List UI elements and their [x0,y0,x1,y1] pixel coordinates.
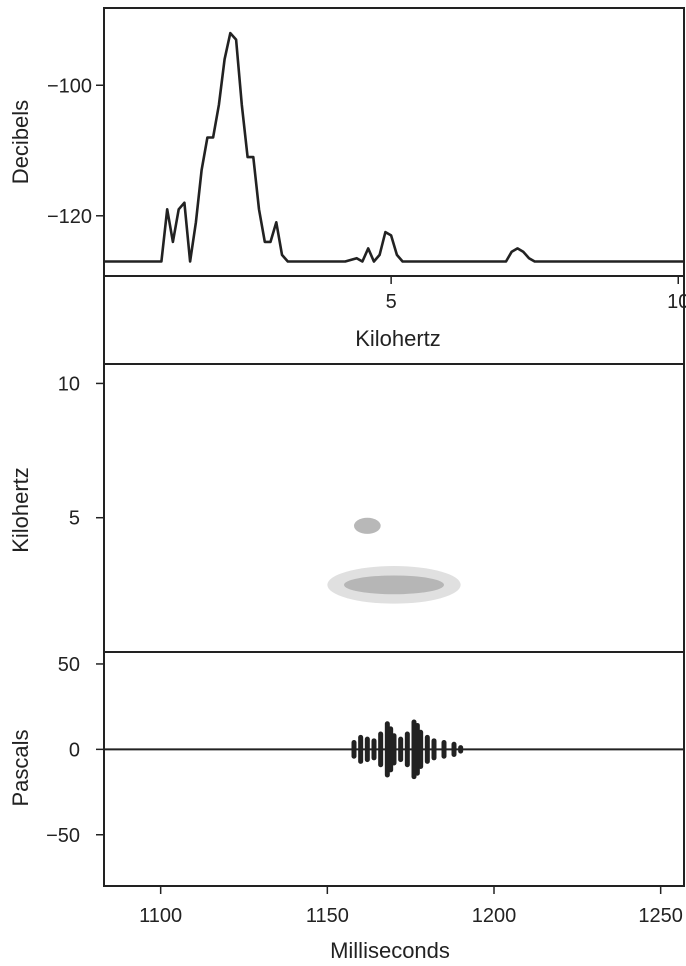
waveform-ticks: 50 0 −50 1100 1150 1200 1250 [46,654,683,927]
waveform-x-tick-label: 1150 [306,905,349,927]
waveform-x-tick-label: 1100 [139,905,182,927]
waveform-panel-frame [103,651,685,887]
spectrogram-panel-frame [103,363,685,653]
waveform-marks [351,719,464,780]
spectrum-y-tick-label: −120 [47,206,92,228]
waveform-x-tick-label: 1250 [638,905,683,927]
spectrum-line [104,31,684,263]
waveform-y-tick-label: 0 [69,739,80,761]
waveform-y-axis-title: Pascals [8,729,33,806]
waveform-x-tick-label: 1200 [472,905,517,927]
waveform-x-axis-title: Milliseconds [330,938,450,963]
spectrogram-ticks: 5 10 [58,373,104,530]
spectrogram-y-tick-label: 5 [69,508,80,530]
spectrum-y-axis-title: Decibels [8,100,33,184]
spectrogram-marks [327,517,461,604]
spectrum-y-tick-label: −100 [47,75,92,97]
waveform-y-tick-label: −50 [46,825,80,847]
waveform-y-tick-label: 50 [58,654,80,676]
spectrum-ticks: −100 −120 5 10 [47,75,686,313]
spectrum-x-tick-label: 10 [667,291,686,313]
spectrogram-energy-region [327,566,461,604]
spectrogram-energy-region [354,517,381,534]
spectrum-x-axis-title: Kilohertz [355,326,441,351]
spectrum-x-tick-label: 5 [386,291,397,313]
spectrogram-y-axis-title: Kilohertz [8,467,33,553]
spectrogram-y-tick-label: 10 [58,373,80,395]
